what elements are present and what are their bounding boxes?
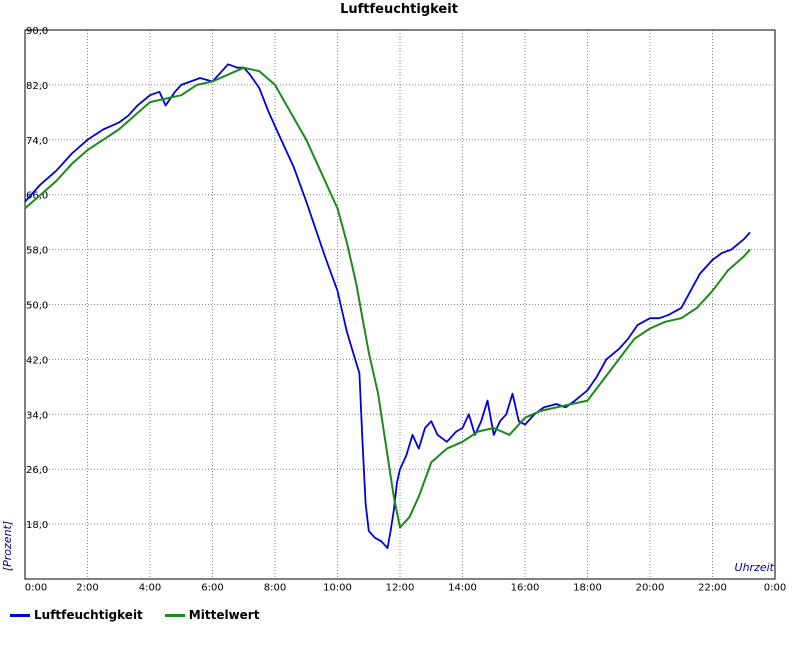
legend-label: Luftfeuchtigkeit (34, 608, 143, 622)
x-tick-label: 12:00 (386, 582, 415, 593)
x-tick-label: 20:00 (636, 582, 665, 593)
x-tick-label: 0:00 (25, 582, 47, 593)
plot-frame (24, 29, 776, 580)
x-axis-ticks: 0:00 2:00 4:00 6:00 8:00 10:00 12:00 14:00 16:00… (25, 582, 786, 593)
series-line-luftfeuchtigkeit (24, 63, 751, 549)
x-tick-label: 16:00 (511, 582, 540, 593)
chart-lines (24, 63, 751, 549)
x-tick-label: 0:00 (764, 582, 786, 593)
x-tick-label: 14:00 (448, 582, 477, 593)
y-tick-label: 42,0 (26, 355, 48, 366)
x-tick-label: 4:00 (139, 582, 161, 593)
y-tick-label: 34,0 (26, 410, 48, 421)
x-tick-label: 22:00 (698, 582, 727, 593)
series-line-mittelwert (24, 66, 751, 529)
x-tick-label: 18:00 (573, 582, 602, 593)
x-tick-label: 6:00 (201, 582, 223, 593)
y-axis-label: [Prozent] (1, 521, 14, 571)
legend-swatch (164, 613, 185, 617)
y-tick-label: 58,0 (26, 246, 48, 257)
chart-title: Luftfeuchtigkeit (340, 2, 458, 17)
y-tick-label: 82,0 (26, 81, 48, 92)
y-tick-label: 50,0 (26, 301, 48, 312)
x-tick-label: 8:00 (264, 582, 286, 593)
x-tick-label: 10:00 (323, 582, 352, 593)
legend-item-series-1: Mittelwert (164, 608, 260, 622)
legend-item-series-0: Luftfeuchtigkeit (10, 608, 143, 622)
y-tick-label: 26,0 (26, 465, 48, 476)
y-tick-label: 74,0 (26, 136, 48, 147)
y-tick-label: 66,0 (26, 191, 48, 202)
y-tick-label: 18,0 (26, 520, 48, 531)
y-axis-ticks: 18,0 26,0 34,0 42,0 50,0 58,0 66,0 74,0 82,0 90,0 (26, 26, 48, 531)
chart-legend: Luftfeuchtigkeit Mittelwert (10, 608, 259, 622)
y-tick-label: 90,0 (26, 26, 48, 37)
x-axis-label: Uhrzeit (735, 561, 775, 574)
legend-swatch (10, 613, 30, 617)
legend-label: Mittelwert (188, 608, 260, 622)
x-tick-label: 2:00 (76, 582, 98, 593)
